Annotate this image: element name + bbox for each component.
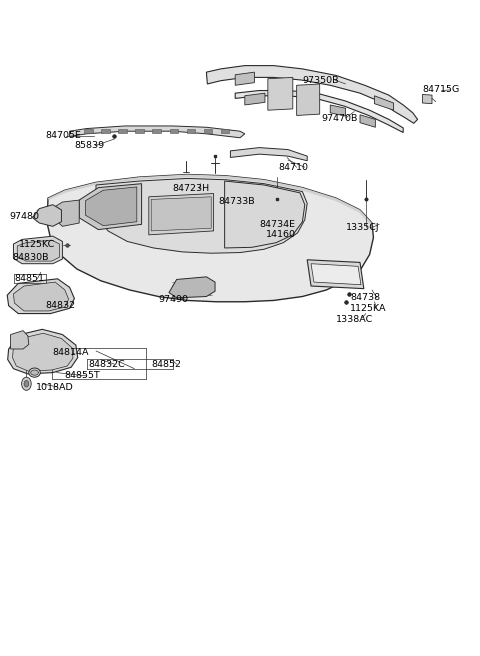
Ellipse shape [31, 370, 38, 375]
Text: 84851: 84851 [14, 274, 44, 283]
Polygon shape [187, 129, 195, 133]
Polygon shape [245, 93, 265, 105]
Polygon shape [79, 184, 142, 230]
Text: 1338AC: 1338AC [336, 315, 373, 324]
Text: 97490: 97490 [158, 295, 188, 304]
Text: 14160: 14160 [266, 230, 297, 239]
Polygon shape [135, 129, 144, 133]
Polygon shape [17, 240, 60, 261]
Polygon shape [206, 66, 418, 123]
Text: 97350B: 97350B [302, 75, 339, 85]
Polygon shape [13, 236, 62, 264]
Text: 97470B: 97470B [322, 113, 358, 123]
Polygon shape [374, 96, 394, 110]
Text: 84830B: 84830B [12, 253, 48, 262]
Text: 85839: 85839 [74, 141, 105, 150]
Polygon shape [268, 77, 293, 110]
Polygon shape [297, 84, 320, 115]
Polygon shape [151, 197, 211, 231]
Polygon shape [169, 277, 215, 298]
Polygon shape [360, 115, 375, 127]
Polygon shape [70, 126, 245, 138]
Ellipse shape [29, 368, 40, 377]
Text: 84733B: 84733B [218, 197, 255, 206]
Text: 84705E: 84705E [46, 131, 82, 140]
Polygon shape [12, 333, 73, 371]
Circle shape [24, 380, 29, 387]
Polygon shape [84, 129, 93, 133]
Polygon shape [235, 72, 254, 85]
Polygon shape [101, 129, 110, 133]
Text: 84832: 84832 [46, 300, 76, 310]
Polygon shape [96, 178, 307, 253]
Polygon shape [52, 200, 79, 226]
Text: 84715G: 84715G [422, 85, 460, 94]
Polygon shape [169, 129, 178, 133]
Text: 1125KA: 1125KA [350, 304, 387, 313]
Circle shape [22, 377, 31, 390]
Polygon shape [11, 331, 29, 349]
Text: 1125KC: 1125KC [19, 240, 56, 249]
Polygon shape [7, 279, 74, 314]
Text: 84723H: 84723H [173, 184, 210, 194]
Text: 84852: 84852 [151, 359, 181, 369]
Polygon shape [221, 129, 229, 133]
Polygon shape [311, 264, 361, 285]
Polygon shape [47, 174, 373, 302]
Text: 84734E: 84734E [259, 220, 295, 229]
Text: 84832C: 84832C [89, 359, 126, 369]
Text: 84855T: 84855T [65, 371, 100, 380]
Text: 84814A: 84814A [53, 348, 89, 358]
Text: 1335CJ: 1335CJ [346, 223, 379, 232]
Polygon shape [225, 181, 305, 248]
Polygon shape [298, 101, 317, 112]
Polygon shape [33, 205, 61, 226]
Polygon shape [48, 174, 372, 224]
Polygon shape [307, 260, 364, 289]
Text: 84710: 84710 [278, 163, 308, 172]
Polygon shape [85, 187, 137, 226]
Text: 84738: 84738 [350, 293, 381, 302]
Polygon shape [149, 194, 214, 235]
Text: 97480: 97480 [10, 212, 39, 221]
Polygon shape [230, 148, 307, 161]
Polygon shape [118, 129, 127, 133]
Text: 1018AD: 1018AD [36, 382, 74, 392]
Polygon shape [8, 329, 78, 374]
Polygon shape [13, 282, 69, 311]
Polygon shape [204, 129, 212, 133]
Polygon shape [330, 105, 346, 116]
Polygon shape [422, 94, 432, 104]
Polygon shape [235, 91, 403, 133]
Polygon shape [153, 129, 161, 133]
